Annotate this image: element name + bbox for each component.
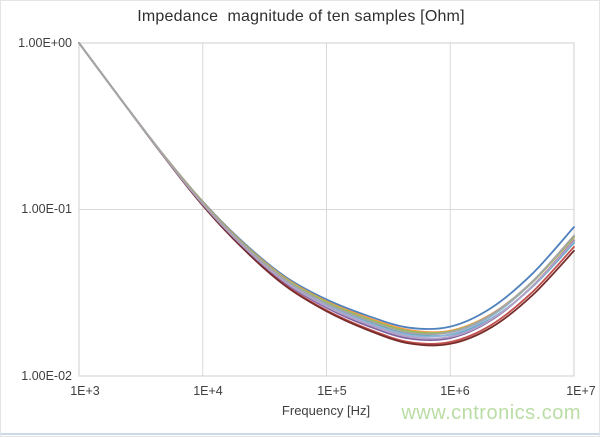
chart-title: Impedance magnitude of ten samples [Ohm] <box>137 8 465 25</box>
x-axis-title: Frequency [Hz] <box>281 403 371 418</box>
bottom-divider <box>1 433 599 435</box>
x-tick-label-1e6: 1E+6 <box>440 384 470 398</box>
series-sample-10 <box>78 42 575 336</box>
y-tick-label-1e-1: 1.00E-01 <box>21 202 72 216</box>
watermark-text: www.cntronics.com <box>401 402 581 424</box>
x-tick-label-1e7: 1E+7 <box>566 384 596 398</box>
x-tick-label-1e5: 1E+5 <box>317 384 347 398</box>
x-tick-label-1e3: 1E+3 <box>70 384 100 398</box>
y-tick-label-1e-2: 1.00E-02 <box>21 369 72 383</box>
y-tick-label-1e0: 1.00E+00 <box>18 36 72 50</box>
x-tick-label-1e4: 1E+4 <box>193 384 223 398</box>
